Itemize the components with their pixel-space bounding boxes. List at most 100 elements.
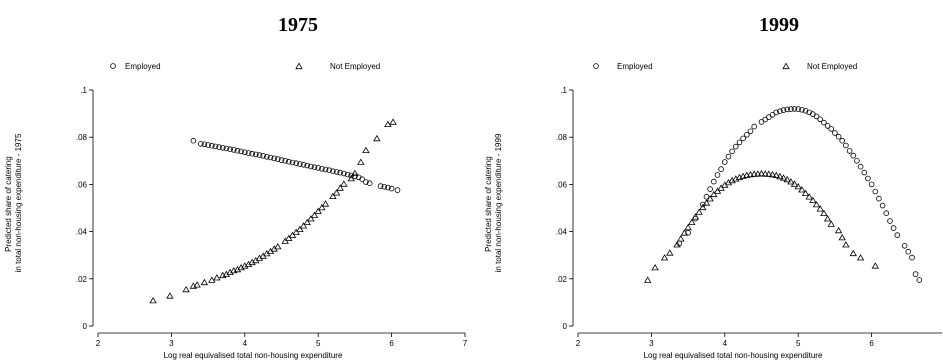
- point-not-employed: [688, 218, 696, 225]
- point-employed: [344, 171, 351, 178]
- y-tick-label: 0: [83, 322, 88, 331]
- point-employed: [732, 143, 739, 150]
- point-not-employed: [208, 276, 216, 283]
- y-tick-label: 0: [563, 322, 568, 331]
- point-not-employed: [310, 211, 319, 218]
- point-employed: [828, 126, 834, 132]
- point-not-employed: [838, 234, 846, 241]
- point-employed: [223, 145, 230, 152]
- point-not-employed: [200, 278, 209, 286]
- point-employed: [300, 162, 307, 168]
- point-not-employed: [373, 134, 381, 142]
- point-employed: [780, 107, 787, 113]
- point-employed: [890, 225, 897, 231]
- y-tick-label: .04: [76, 228, 88, 237]
- point-employed: [857, 163, 864, 170]
- point-employed: [231, 147, 237, 153]
- point-employed: [747, 128, 754, 135]
- point-not-employed: [801, 189, 810, 196]
- point-employed: [274, 156, 281, 162]
- point-employed: [366, 180, 373, 187]
- point-employed: [909, 254, 915, 261]
- point-employed: [242, 149, 248, 156]
- axes: 0 .02 .04 .06 .08 .1 2 3 4 5 6: [556, 86, 942, 348]
- y-tick-label: .08: [556, 133, 568, 142]
- point-employed: [791, 106, 798, 112]
- y-tick-label: .1: [560, 86, 567, 95]
- point-employed: [227, 146, 233, 153]
- point-not-employed: [244, 260, 253, 267]
- point-employed: [190, 137, 197, 144]
- point-not-employed: [699, 203, 707, 211]
- point-employed: [337, 169, 344, 176]
- point-not-employed: [871, 262, 879, 269]
- point-employed: [817, 116, 823, 123]
- point-not-employed: [193, 281, 201, 288]
- point-employed: [740, 135, 746, 142]
- point-employed: [394, 187, 401, 193]
- point-employed: [894, 232, 901, 238]
- legend-label-employed: Employed: [617, 62, 653, 71]
- point-not-employed: [761, 170, 769, 177]
- legend: Employed Not Employed: [110, 62, 380, 71]
- point-employed: [865, 175, 871, 182]
- data-points: [644, 106, 923, 283]
- point-employed: [736, 139, 743, 146]
- point-not-employed: [787, 178, 795, 185]
- point-not-employed: [820, 209, 828, 216]
- y-tick-label: .08: [76, 133, 88, 142]
- x-tick-label: 6: [869, 339, 874, 348]
- point-employed: [784, 106, 790, 113]
- point-not-employed: [842, 241, 850, 248]
- point-not-employed: [651, 264, 659, 271]
- point-employed: [352, 173, 358, 180]
- point-employed: [212, 143, 219, 150]
- point-employed: [843, 142, 849, 149]
- point-not-employed: [765, 170, 773, 177]
- point-not-employed: [351, 169, 359, 176]
- point-employed: [912, 271, 919, 277]
- point-employed: [743, 132, 750, 138]
- point-not-employed: [182, 285, 190, 293]
- point-not-employed: [299, 222, 308, 229]
- point-not-employed: [660, 254, 669, 261]
- point-not-employed: [713, 187, 722, 194]
- x-axis-label: Log real equivalised total non-housing e…: [644, 351, 823, 360]
- point-employed: [289, 159, 296, 166]
- point-employed: [916, 277, 923, 283]
- point-employed: [304, 162, 311, 169]
- x-tick-label: 6: [389, 339, 394, 348]
- point-not-employed: [772, 171, 780, 178]
- y-tick-label: .1: [80, 86, 87, 95]
- point-employed: [839, 137, 845, 144]
- point-employed: [238, 148, 244, 155]
- point-not-employed: [691, 213, 700, 220]
- point-not-employed: [695, 208, 703, 215]
- point-employed: [872, 188, 879, 195]
- point-employed: [381, 184, 388, 190]
- legend-marker-not-employed: [295, 62, 303, 70]
- point-employed: [868, 181, 875, 188]
- point-employed: [249, 150, 255, 157]
- point-employed: [293, 160, 300, 167]
- x-tick-label: 4: [723, 339, 728, 348]
- data-points: [149, 118, 401, 304]
- point-not-employed: [233, 265, 242, 273]
- point-employed: [725, 153, 732, 160]
- y-axis-label-line-1: Predicted share of catering: [484, 156, 493, 252]
- point-employed: [385, 184, 391, 191]
- y-axis-label-line-1: Predicted share of catering: [4, 156, 13, 252]
- point-employed: [285, 158, 292, 165]
- point-not-employed: [754, 170, 762, 177]
- point-not-employed: [149, 297, 157, 304]
- point-employed: [388, 185, 395, 192]
- point-not-employed: [779, 174, 788, 181]
- point-employed: [253, 151, 259, 158]
- point-employed: [282, 158, 289, 164]
- point-employed: [333, 169, 340, 175]
- point-employed: [905, 248, 912, 255]
- point-not-employed: [849, 249, 857, 257]
- point-employed: [326, 167, 333, 174]
- x-axis-label: Log real equivalised total non-housing e…: [164, 351, 343, 360]
- point-employed: [297, 161, 303, 167]
